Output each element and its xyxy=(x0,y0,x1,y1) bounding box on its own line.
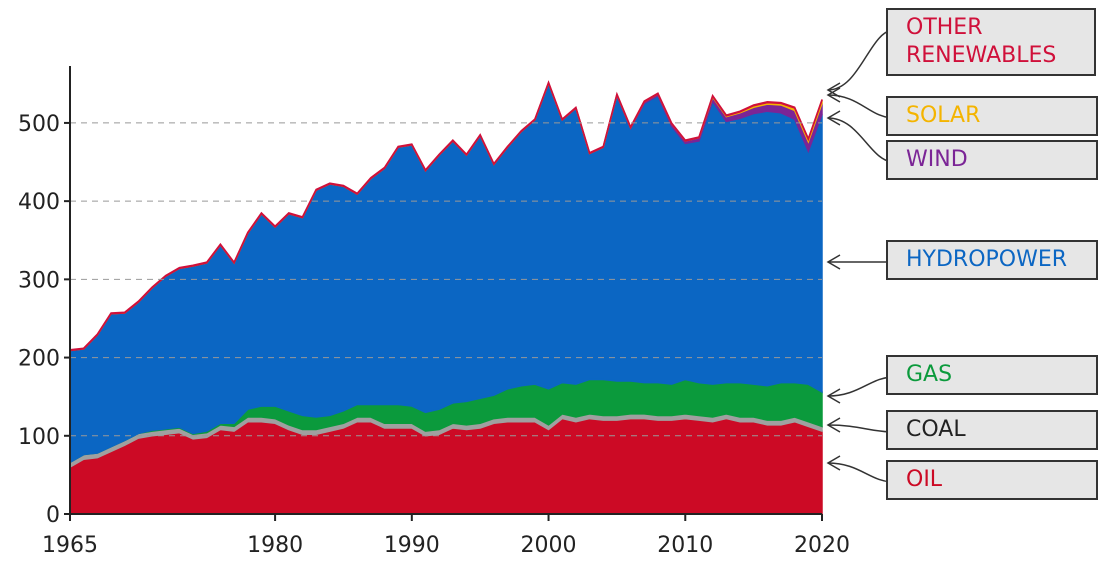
tag-arrow xyxy=(827,94,895,119)
legend-label: WIND xyxy=(886,140,1098,180)
tag-arrow xyxy=(827,462,895,483)
tag-arrow xyxy=(827,29,895,91)
arrow-head xyxy=(826,417,841,433)
area xyxy=(69,80,823,352)
legend-label: GAS xyxy=(886,355,1098,395)
x-tick-label: 1990 xyxy=(384,533,440,558)
legend-label: OTHER RENEWABLES xyxy=(886,8,1096,76)
arrow-head xyxy=(826,455,841,471)
legend-label: HYDROPOWER xyxy=(886,240,1098,280)
x-tick-label: 1965 xyxy=(42,533,98,558)
legend-label: OIL xyxy=(886,460,1098,500)
y-tick-label: 300 xyxy=(18,268,60,293)
x-tick-label: 2010 xyxy=(657,533,713,558)
arrow-head xyxy=(826,388,841,404)
arrow-head xyxy=(826,254,841,270)
arrow-head xyxy=(826,82,841,98)
tag-arrow xyxy=(827,376,895,397)
y-tick-label: 0 xyxy=(46,503,60,528)
x-tick-label: 2020 xyxy=(794,533,850,558)
x-tick-label: 1980 xyxy=(247,533,303,558)
arrow-head xyxy=(826,87,841,103)
arrow-head xyxy=(826,110,841,126)
y-tick-label: 100 xyxy=(18,425,60,450)
y-tick-label: 500 xyxy=(18,112,60,137)
legend-label: COAL xyxy=(886,410,1098,450)
y-tick-label: 400 xyxy=(18,190,60,215)
y-tick-label: 200 xyxy=(18,347,60,372)
x-tick-label: 2000 xyxy=(521,533,577,558)
legend-label: SOLAR xyxy=(886,96,1098,136)
